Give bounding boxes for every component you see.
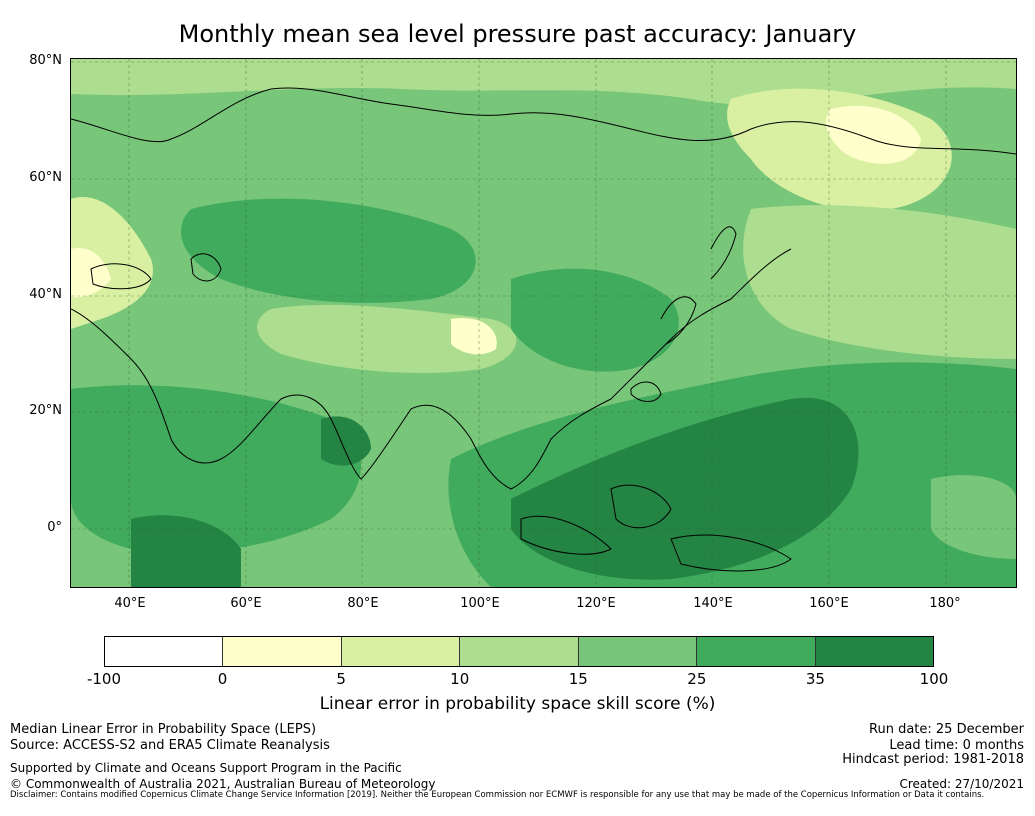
colorbar-tick-label: 10 (450, 670, 470, 688)
footer-created: Created: 27/10/2021 (899, 777, 1024, 791)
colorbar-tick-label: 100 (919, 670, 949, 688)
footer-leps: Median Linear Error in Probability Space… (10, 722, 317, 737)
lat-label-20n: 20°N (29, 403, 62, 418)
skill-map-canvas (71, 59, 1016, 587)
colorbar-segment (578, 637, 698, 666)
lon-label-40e: 40°E (114, 596, 146, 611)
colorbar-segment (341, 637, 461, 666)
lon-label-120e: 120°E (576, 596, 616, 611)
footer-hindcast: Hindcast period: 1981-2018 (842, 752, 1024, 767)
lon-label-100e: 100°E (460, 596, 500, 611)
colorbar-tick-label: -100 (86, 670, 122, 688)
region-east-asia-dark (511, 268, 679, 372)
region-africa-darkest (131, 515, 241, 587)
map-title: Monthly mean sea level pressure past acc… (178, 20, 857, 48)
colorbar-tick-label: 15 (568, 670, 588, 688)
footer-disclaimer: Disclaimer: Contains modified Copernicus… (10, 790, 985, 800)
colorbar-tick-label: 25 (687, 670, 707, 688)
lat-label-0: 0° (47, 520, 62, 535)
footer-support: Supported by Climate and Oceans Support … (10, 761, 402, 775)
lon-label-180: 180° (929, 596, 961, 611)
region-siberia-lightest (826, 105, 921, 164)
lat-label-40n: 40°N (29, 287, 62, 302)
footer-run-date: Run date: 25 December (869, 722, 1024, 737)
lon-label-140e: 140°E (693, 596, 733, 611)
region-east-pacific-medium (931, 475, 1016, 559)
region-tibet-lightest (451, 318, 497, 355)
skill-map[interactable] (70, 58, 1017, 588)
colorbar-segment (460, 637, 579, 666)
colorbar-tick-label: 0 (217, 670, 228, 688)
region-north-pacific-light (743, 205, 1016, 359)
lat-label-80n: 80°N (29, 53, 62, 68)
region-indian-ocean-dark (71, 385, 361, 553)
colorbar-segment (105, 637, 224, 666)
region-central-asia-dark (181, 198, 476, 303)
lon-label-80e: 80°E (347, 596, 379, 611)
footer-lead-time: Lead time: 0 months (889, 738, 1024, 753)
map-gridlines (71, 59, 1016, 587)
region-maritime-darkest (511, 397, 859, 580)
colorbar-label: Linear error in probability space skill … (319, 694, 716, 714)
lat-label-60n: 60°N (29, 170, 62, 185)
colorbar-segment (697, 637, 816, 666)
region-india-darkest (321, 416, 371, 466)
colorbar-segment (223, 637, 342, 666)
colorbar (104, 636, 934, 667)
coastlines (71, 87, 1016, 572)
lon-label-60e: 60°E (230, 596, 262, 611)
lon-label-160e: 160°E (809, 596, 849, 611)
footer-copyright: © Commonwealth of Australia 2021, Austra… (10, 777, 436, 791)
colorbar-tick-label: 35 (805, 670, 825, 688)
colorbar-tick-label: 5 (336, 670, 346, 688)
colorbar-segment (815, 637, 933, 666)
footer-source: Source: ACCESS-S2 and ERA5 Climate Reana… (10, 738, 330, 753)
